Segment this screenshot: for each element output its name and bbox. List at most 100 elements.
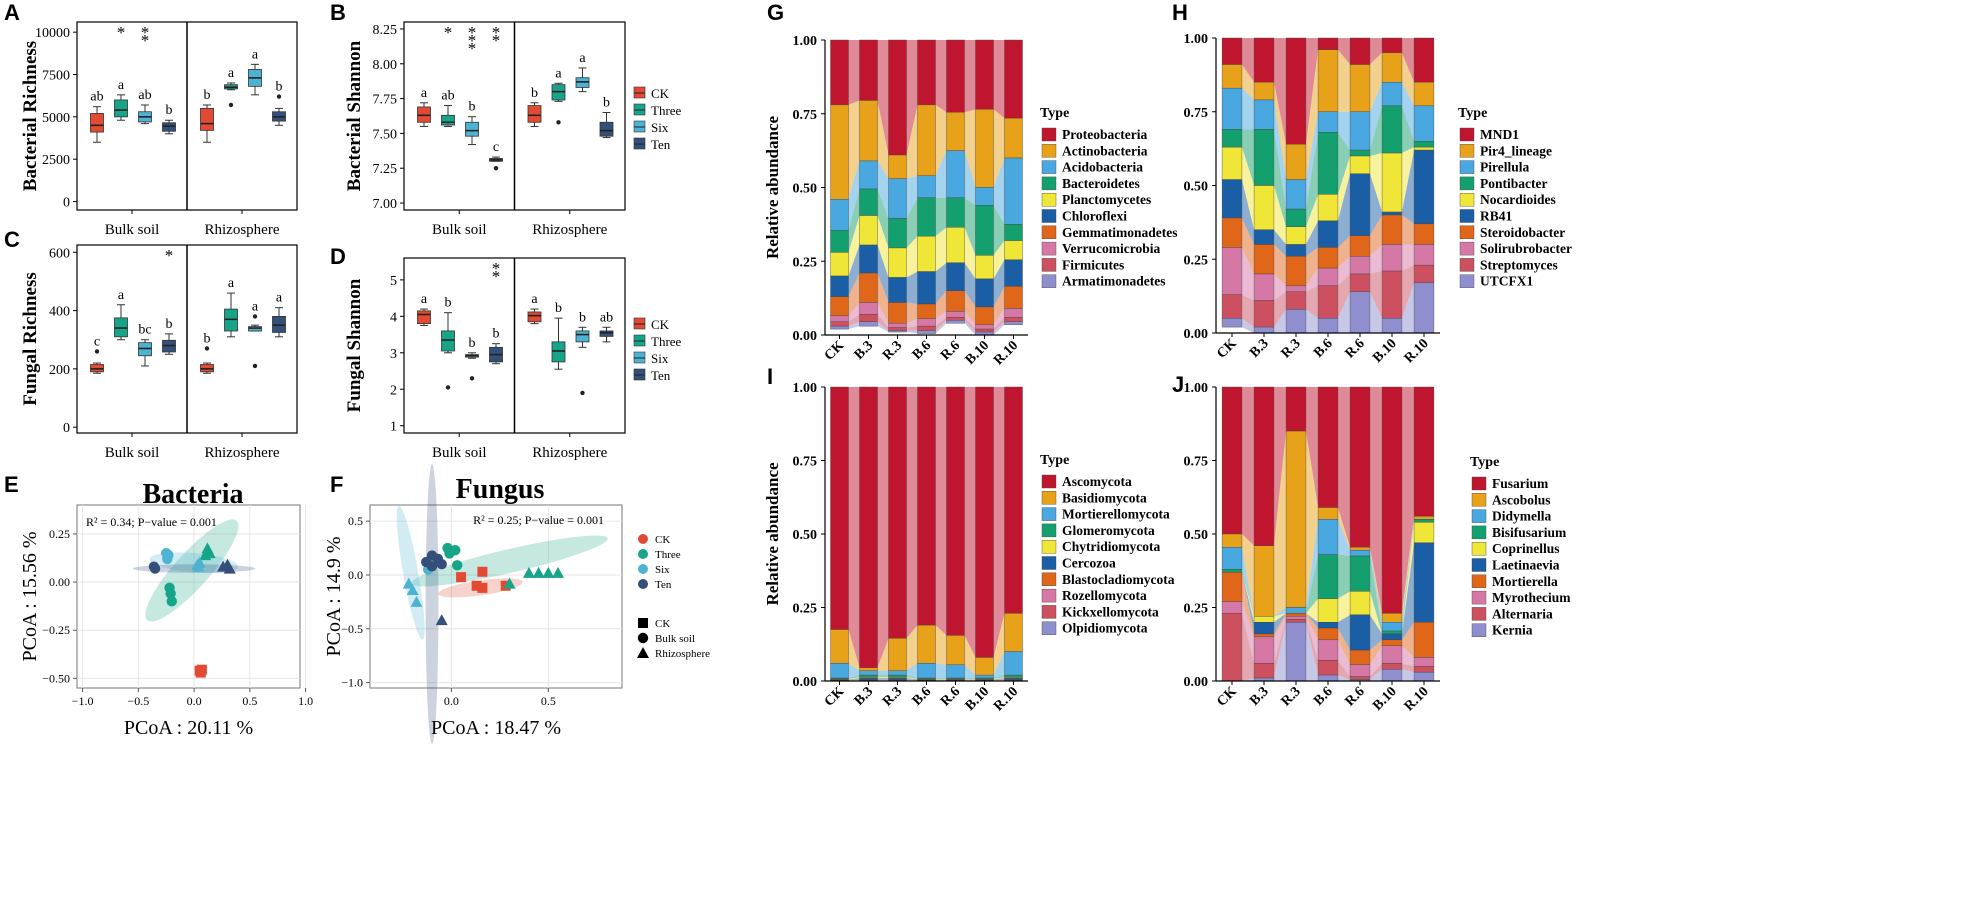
- box-three: a: [224, 276, 238, 338]
- flow-band: [1273, 613, 1287, 634]
- flow-band: [935, 227, 947, 272]
- bar-segment-solirubrobacter: [1221, 247, 1243, 295]
- flow-band: [1369, 291, 1383, 333]
- bar-segment-proteobacteria: [888, 39, 907, 156]
- flow-band: [848, 100, 860, 200]
- bar-segment-chloroflexi: [946, 262, 965, 291]
- flow-band: [1369, 215, 1383, 257]
- bar-segment-proteobacteria: [946, 39, 965, 113]
- legend-swatch: [1459, 160, 1475, 174]
- legend-swatch: [1471, 558, 1487, 572]
- legend-label: Verrucomicrobia: [1062, 241, 1160, 256]
- flow-band: [848, 675, 860, 679]
- bar-segment-nocardioides: [1253, 185, 1275, 230]
- x-tick-label: Bulk soil: [432, 222, 487, 238]
- y-tick-label: 3: [390, 347, 397, 362]
- legend-swatch: [1459, 241, 1475, 256]
- bar-segment-firmicutes: [946, 317, 965, 321]
- box-body: [441, 330, 455, 352]
- flow-band: [1305, 616, 1319, 661]
- flow-band: [993, 651, 1005, 679]
- bar-segment-mortierella: [1221, 572, 1243, 602]
- bar-segment-mnd1: [1221, 37, 1243, 65]
- legend-label: Ten: [651, 137, 671, 152]
- bar-segment-coprinellus: [1317, 598, 1339, 623]
- bar-segment-firmicutes: [1004, 317, 1023, 322]
- y-tick-label: 7.50: [373, 127, 398, 142]
- flow-band: [993, 40, 1005, 119]
- box-ck: b: [200, 88, 214, 143]
- bar-segment-pontibacter: [1349, 149, 1371, 157]
- flow-band: [1305, 285, 1319, 319]
- y-axis-label: PCoA : 14.9 %: [323, 536, 345, 656]
- y-tick-label: 7.25: [373, 162, 398, 177]
- y-tick-label: 10000: [35, 26, 70, 41]
- y-tick-label: 600: [49, 246, 70, 261]
- flow-band: [1401, 663, 1415, 673]
- flow-band: [1305, 519, 1319, 614]
- flow-band: [1241, 129, 1255, 186]
- flow-band: [935, 290, 947, 319]
- flow-band: [1369, 639, 1383, 665]
- scatter-triangle: [435, 614, 448, 626]
- x-tick-label: B.6: [910, 338, 935, 363]
- legend-label: Streptomyces: [1480, 257, 1558, 272]
- legend-swatch: [1041, 241, 1057, 256]
- flow-band: [1305, 619, 1319, 676]
- legend-swatch: [1041, 540, 1057, 554]
- bar-segment-ascobolus: [1413, 516, 1435, 520]
- bar-segment-basidiomycota: [830, 629, 849, 664]
- flow-band: [1305, 431, 1319, 608]
- flow-band: [906, 40, 918, 156]
- y-tick-label: 7.75: [373, 93, 398, 108]
- flow-band: [1337, 591, 1351, 623]
- legend-swatch: [1041, 144, 1057, 158]
- flow-band: [1273, 38, 1287, 145]
- bar-segment-armatimonadetes: [946, 320, 965, 324]
- flow-band: [1241, 569, 1255, 617]
- legend-swatch: [1041, 588, 1057, 603]
- legend-label: Solirubrobacter: [1480, 241, 1572, 256]
- x-tick-label: B.10: [963, 684, 993, 714]
- flow-band: [1401, 522, 1415, 634]
- flow-band: [935, 40, 947, 113]
- y-tick-label: 0.0: [348, 568, 363, 582]
- legend-label: CK: [655, 534, 670, 546]
- flow-band: [877, 314, 889, 331]
- bar-segment-proteobacteria: [859, 39, 878, 101]
- outlier-point: [469, 376, 475, 381]
- legend-swatch: [1041, 572, 1057, 586]
- bar-segment-rb41: [1253, 229, 1275, 245]
- legend-label: Pontibacter: [1480, 176, 1547, 191]
- scatter-triangle: [192, 560, 205, 572]
- bar-segment-ascomycota: [1004, 386, 1023, 614]
- bar-segment-coprinellus: [1349, 591, 1371, 616]
- flow-band: [1273, 229, 1287, 257]
- flow-band: [848, 188, 860, 253]
- x-tick-label: B.3: [852, 338, 877, 363]
- legend-title: Type: [1458, 106, 1487, 121]
- legend-label: Chloroflexi: [1062, 209, 1127, 224]
- bar-segment-pir4-lineage: [1381, 52, 1403, 83]
- flow-band: [1241, 547, 1255, 617]
- legend-label: Mortierella: [1492, 574, 1558, 589]
- bar-segment-pirellula: [1221, 87, 1243, 130]
- flow-band: [1273, 82, 1287, 180]
- flow-band: [964, 40, 976, 113]
- legend-swatch: [1041, 176, 1057, 191]
- scatter-triangle: [637, 647, 649, 658]
- plot-frame: [369, 504, 623, 689]
- outlier-point: [94, 349, 100, 354]
- bar-segment-myrothecium: [1381, 645, 1403, 664]
- flow-band: [1337, 628, 1351, 665]
- flow-band: [1305, 613, 1319, 629]
- flow-band: [1305, 220, 1319, 257]
- bar-segment-utcfx1: [1349, 291, 1371, 334]
- legend-label: UTCFX1: [1480, 274, 1533, 289]
- legend-swatch: [1471, 590, 1487, 605]
- box-ten: ab: [599, 310, 614, 343]
- flow-band: [1401, 150, 1415, 224]
